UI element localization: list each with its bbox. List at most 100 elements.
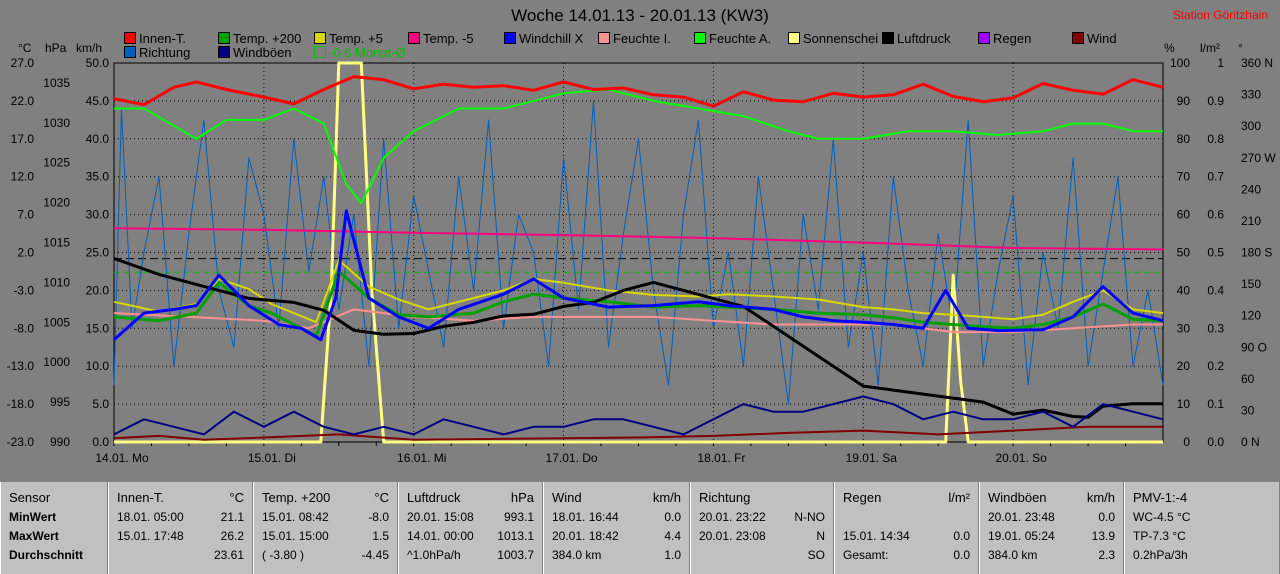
legend-item: Regen [978,31,1031,46]
stats-cell: 0.2hPa/3h [1133,548,1188,562]
series-line [113,75,1164,108]
series-line [113,269,1164,338]
pressure-tick-label: 1010 [43,275,70,289]
stats-title: PMV-1:-4 [1133,490,1188,505]
stats-title: Richtung [699,490,751,505]
stats-cell: 18.01. 05:00 [117,510,184,524]
stats-header: Sensor [9,490,51,505]
dir-tick-label: 30 [1241,403,1255,417]
day-label: 14.01. Mo [95,451,149,465]
series-line [113,259,1164,324]
dir-tick-label: 240 [1241,182,1261,196]
unit-rain: l/m² [1200,41,1220,55]
stats-cell: 15.01. 08:42 [262,510,329,524]
wind-tick-label: 30.0 [86,208,110,222]
percent-tick-label: 30 [1177,321,1191,335]
station-label: Station Göritzhain [1172,8,1268,22]
legend-label: Innen-T. [139,31,186,46]
day-label: 16.01. Mi [397,451,446,465]
wind-tick-label: 35.0 [86,170,110,184]
legend-label: Feuchte I. [613,31,671,46]
stats-cell: 20.01. 23:08 [699,529,766,543]
legend-label: Windchill X [519,31,584,46]
legend-swatch [598,32,610,44]
unit-pressure: hPa [45,41,67,55]
stats-column: Luftdruck hPa 20.01. 15:08 993.1 14.01. 00:0… [398,482,543,574]
legend-item: Luftdruck [882,31,950,46]
stats-column: Wind km/h 18.01. 16:44 0.0 20.01. 18:42 4.4 38… [543,482,690,574]
dir-tick-label: 90 O [1241,340,1267,354]
stats-value: 0.0 [953,529,970,543]
stats-value: 0.0 [953,548,970,562]
stats-value: -8.0 [368,510,389,524]
legend-item: Wind [1072,31,1117,46]
stats-cell: 15.01. 15:00 [262,529,329,543]
stats-value: 993.1 [503,510,534,524]
stats-cell: 15.01. 17:48 [117,529,184,543]
pressure-tick-label: 1030 [43,116,70,130]
stats-cell: 19.01. 05:24 [988,529,1055,543]
legend-swatch [978,32,990,44]
temp-tick-label: -13.0 [7,359,35,373]
legend-item: Feuchte A. [694,31,771,46]
temp-tick-label: -23.0 [7,435,35,449]
stats-row-label: Durchschnitt [9,548,84,562]
wind-tick-label: 25.0 [86,246,110,260]
stats-unit: °C [229,490,244,505]
stats-title: Luftdruck [407,490,461,505]
legend-swatch [788,32,800,44]
legend-swatch [882,32,894,44]
stats-unit: l/m² [948,490,970,505]
stats-cell: 14.01. 00:00 [407,529,474,543]
legend-swatch [314,32,326,44]
legend-item: Temp. -5 [408,31,474,46]
stats-cell: 384.0 km [552,548,602,562]
stats-cell: ^1.0hPa/h [407,548,461,562]
pressure-tick-label: 995 [50,395,70,409]
temp-tick-label: 12.0 [11,170,35,184]
day-label: 17.01. Do [546,451,598,465]
stats-sensor-column: Sensor MinWert MaxWert Durchschnitt [0,482,108,574]
stats-value: 4.4 [664,529,681,543]
stats-title: Innen-T. [117,490,164,505]
day-label: 15.01. Di [248,451,296,465]
stats-row-label: MaxWert [9,529,59,543]
temp-tick-label: 7.0 [17,208,34,222]
legend-item: Sonnenschei [788,31,878,46]
stats-row-label: MinWert [9,510,57,524]
legend-swatch [1072,32,1084,44]
legend-swatch [504,32,516,44]
percent-tick-label: 90 [1177,94,1191,108]
percent-tick-label: 20 [1177,359,1191,373]
legend-label: Luftdruck [897,31,951,46]
stats-value: N-NO [794,510,825,524]
stats-cell: 384.0 km [988,548,1038,562]
stats-value: -4.45 [361,548,389,562]
stats-unit: km/h [1086,490,1115,505]
pressure-tick-label: 1005 [43,315,70,329]
percent-tick-label: 100 [1170,56,1190,70]
legend-item: Innen-T. [124,31,186,46]
wind-tick-label: 5.0 [92,397,109,411]
wind-tick-label: 40.0 [86,132,110,146]
stats-value: 2.3 [1098,548,1115,562]
stats-cell: Gesamt: [843,548,889,562]
day-label: 19.01. Sa [846,451,898,465]
temp-tick-label: 17.0 [11,132,35,146]
dir-tick-label: 120 [1241,309,1261,323]
unit-wind: km/h [76,41,102,55]
unit-dir: ° [1238,41,1243,55]
legend-label: Windböen [233,45,292,60]
series-line [113,425,1163,441]
legend-swatch [124,32,136,44]
stats-column: Richtung 20.01. 23:22 N-NO 20.01. 23:08 N SO [690,482,834,574]
stats-title: Regen [843,490,882,505]
unit-temp: °C [18,41,32,55]
legend-label: Temp. +200 [233,31,302,46]
series-line [114,61,1163,444]
wind-tick-label: 45.0 [86,94,110,108]
rain-tick-label: 0.1 [1207,397,1224,411]
series-line [113,308,1163,334]
rain-tick-label: 0.8 [1207,132,1224,146]
dir-tick-label: 330 [1241,88,1261,102]
